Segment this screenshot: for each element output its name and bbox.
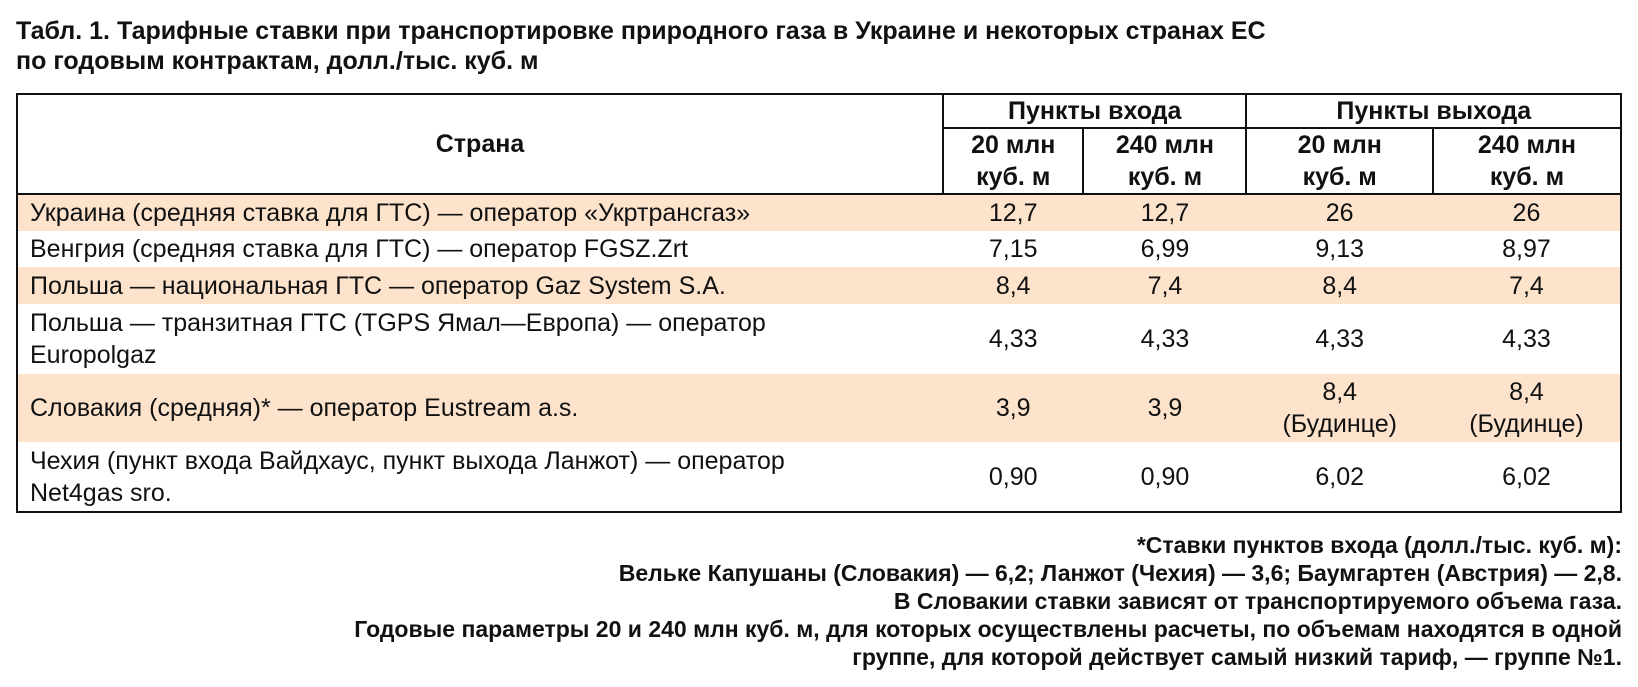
value-cell: 7,4 <box>1083 267 1247 304</box>
value-cell: 7,15 <box>988 235 1038 263</box>
table-row: Венгрия (средняя ставка для ГТС) — опера… <box>16 231 1623 267</box>
value-cell: 0,90 <box>1083 442 1247 513</box>
value-cell: 7,4 <box>1432 267 1623 304</box>
table-row: Чехия (пункт входа Вайдхаус, пункт выход… <box>16 442 1623 513</box>
value-cell: 8,4 (Будинце) <box>1246 374 1433 442</box>
footnote-line: В Словакии ставки зависят от транспортир… <box>893 588 1622 614</box>
exit-20-header: 20 млн куб. м <box>1245 127 1434 195</box>
value-cell: 4,33 <box>1140 325 1190 353</box>
country-cell: Чехия (пункт входа Вайдхаус, пункт выход… <box>16 442 943 513</box>
table-row: Польша — национальная ГТС — оператор Gaz… <box>16 267 1623 304</box>
country-cell: Словакия (средняя)* — оператор Eustream … <box>16 374 943 442</box>
value-cell: 6,02 <box>1432 442 1623 513</box>
value-cell: 8,4 <box>1246 267 1433 304</box>
footnote-line: Годовые параметры 20 и 240 млн куб. м, д… <box>354 616 1622 642</box>
entry-20-header: 20 млн куб. м <box>941 127 1085 195</box>
value-cell: 8,97 <box>1432 231 1623 267</box>
country-column-header: Страна <box>16 93 944 195</box>
caption-line-1: Табл. 1. Тарифные ставки при транспортир… <box>16 17 1266 45</box>
tariff-table: Страна Пункты входа Пункты выхода 20 млн… <box>16 93 1623 513</box>
country-cell: Польша — транзитная ГТС (TGPS Ямал—Европ… <box>16 304 943 374</box>
value-cell: 12,7 <box>943 194 1084 231</box>
value-cell: 26 <box>1246 194 1433 231</box>
exit-points-header: Пункты выхода <box>1245 93 1622 129</box>
value-cell: 12,7 <box>1083 194 1247 231</box>
table-footnote: *Ставки пунктов входа (долл./тыс. куб. м… <box>62 531 1622 671</box>
entry-points-header: Пункты входа <box>941 93 1248 129</box>
value-cell: 4,33 <box>1315 325 1365 353</box>
value-cell: 8,4 <box>943 267 1084 304</box>
value-cell: 4,33 <box>1432 304 1623 374</box>
country-cell: Венгрия (средняя ставка для ГТС) — опера… <box>16 231 943 267</box>
footnote-line: Вельке Капушаны (Словакия) — 6,2; Ланжот… <box>618 560 1622 586</box>
footnote-line: группе, для которой действует самый низк… <box>852 644 1622 670</box>
table-row: Украина (средняя ставка для ГТС) — опера… <box>16 194 1623 231</box>
value-cell: 4,33 <box>988 325 1038 353</box>
exit-240-header: 240 млн куб. м <box>1431 127 1623 195</box>
value-cell: 3,9 <box>943 374 1084 442</box>
country-cell: Польша — национальная ГТС — оператор Gaz… <box>16 267 943 304</box>
value-cell: 6,99 <box>1140 235 1190 263</box>
table-row: Словакия (средняя)* — оператор Eustream … <box>16 374 1623 442</box>
entry-240-header: 240 млн куб. м <box>1082 127 1248 195</box>
value-cell: 9,13 <box>1315 235 1365 263</box>
value-cell: 26 <box>1432 194 1623 231</box>
footnote-line: *Ставки пунктов входа (долл./тыс. куб. м… <box>1136 532 1622 558</box>
caption-line-2: по годовым контрактам, долл./тыс. куб. м <box>16 47 539 75</box>
value-cell: 0,90 <box>943 442 1084 513</box>
table-row: Польша — транзитная ГТС (TGPS Ямал—Европ… <box>16 304 1623 374</box>
table-caption: Табл. 1. Тарифные ставки при транспортир… <box>16 16 1616 76</box>
value-cell: 6,02 <box>1246 442 1433 513</box>
value-cell: 3,9 <box>1083 374 1247 442</box>
country-cell: Украина (средняя ставка для ГТС) — опера… <box>16 194 943 231</box>
value-cell: 8,4 (Будинце) <box>1432 374 1623 442</box>
